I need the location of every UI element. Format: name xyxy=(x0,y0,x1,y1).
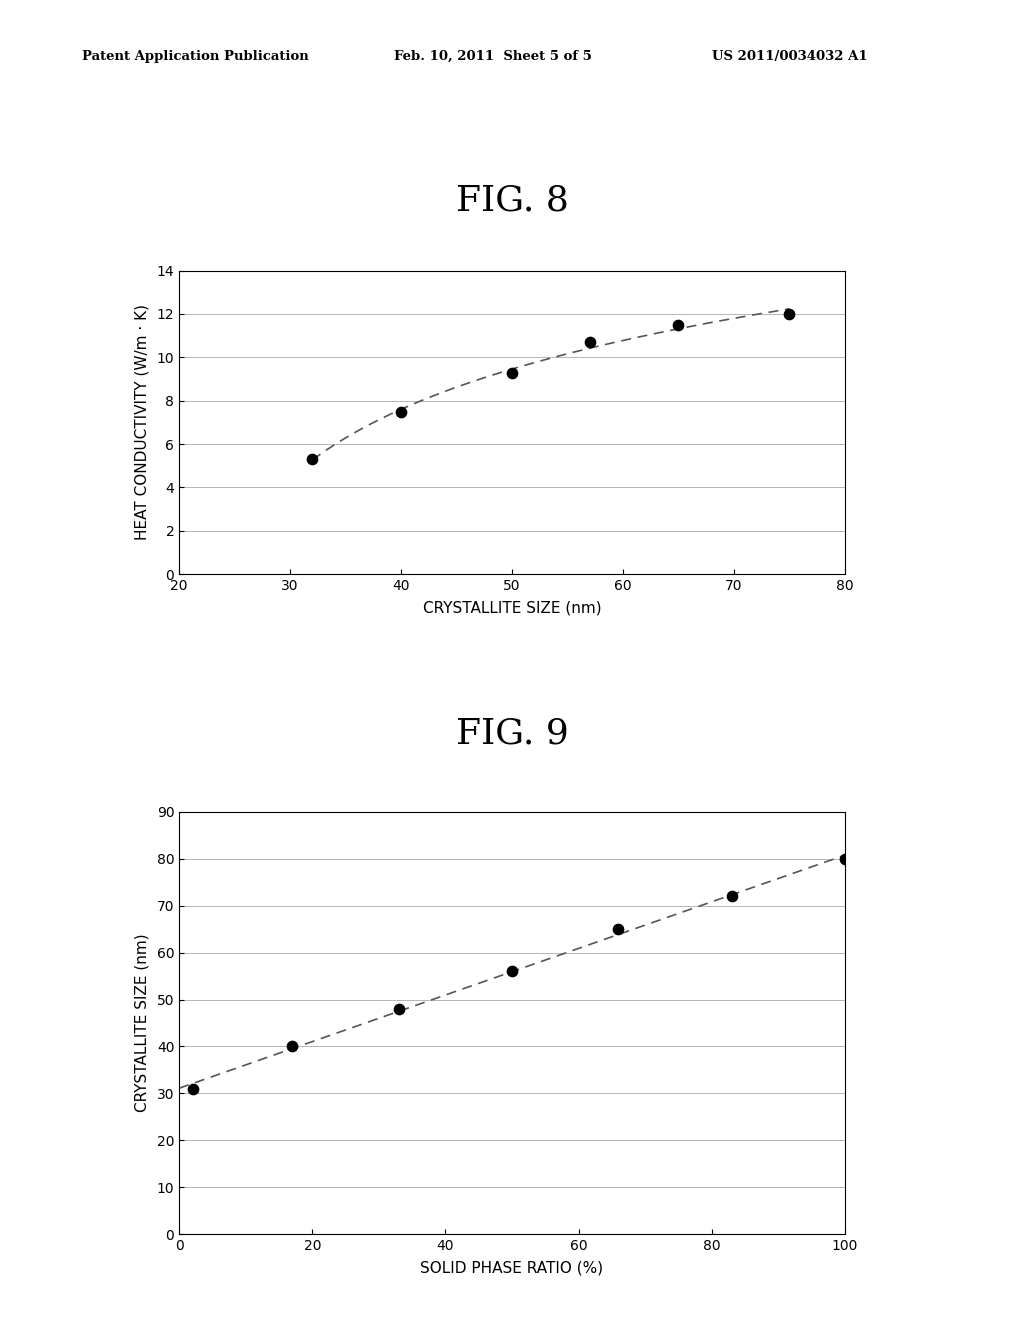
Point xyxy=(284,1036,301,1057)
Point xyxy=(393,401,410,422)
Text: US 2011/0034032 A1: US 2011/0034032 A1 xyxy=(712,50,867,63)
Y-axis label: HEAT CONDUCTIVITY (W/m · K): HEAT CONDUCTIVITY (W/m · K) xyxy=(135,305,150,540)
Text: FIG. 8: FIG. 8 xyxy=(456,183,568,218)
Point xyxy=(504,362,520,383)
X-axis label: CRYSTALLITE SIZE (nm): CRYSTALLITE SIZE (nm) xyxy=(423,601,601,615)
Point xyxy=(781,304,798,325)
Text: Patent Application Publication: Patent Application Publication xyxy=(82,50,308,63)
Point xyxy=(390,998,407,1019)
Point xyxy=(184,1078,201,1100)
Y-axis label: CRYSTALLITE SIZE (nm): CRYSTALLITE SIZE (nm) xyxy=(135,933,150,1113)
Point xyxy=(837,849,853,870)
X-axis label: SOLID PHASE RATIO (%): SOLID PHASE RATIO (%) xyxy=(421,1261,603,1275)
Point xyxy=(723,886,739,907)
Point xyxy=(582,331,598,352)
Text: FIG. 9: FIG. 9 xyxy=(456,717,568,751)
Text: Feb. 10, 2011  Sheet 5 of 5: Feb. 10, 2011 Sheet 5 of 5 xyxy=(394,50,592,63)
Point xyxy=(670,314,686,335)
Point xyxy=(304,449,321,470)
Point xyxy=(504,961,520,982)
Point xyxy=(610,919,627,940)
